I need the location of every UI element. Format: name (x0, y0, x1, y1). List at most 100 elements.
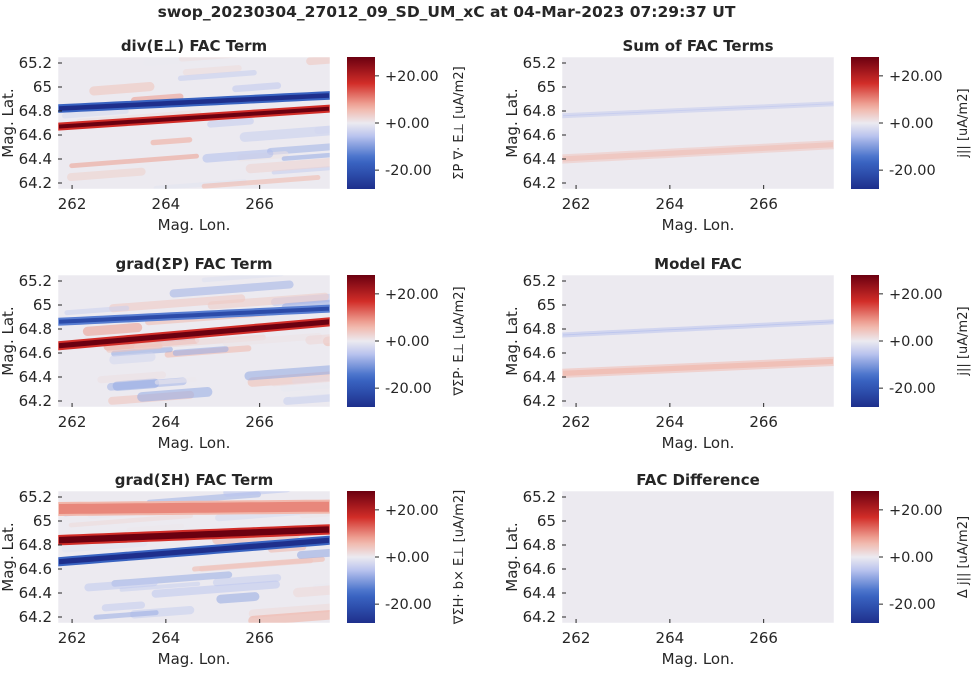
colorbar-tick-label: +0.00 (385, 550, 429, 566)
colorbar-label: Δ j|| [uA/m2] (956, 516, 971, 598)
colorbar-tick-label: -20.00 (385, 597, 432, 613)
heatmap-field (562, 101, 834, 164)
heatmap-band (562, 139, 834, 164)
heatmap-streak (109, 352, 156, 365)
x-tick-label: 264 (152, 629, 181, 647)
heatmap-streak (182, 65, 242, 76)
x-tick-label: 264 (152, 413, 181, 431)
y-axis-label: Mag. Lat. (503, 88, 521, 157)
colorbar-label: j|| [uA/m2] (956, 88, 971, 158)
y-tick-label: 64.2 (19, 608, 52, 626)
colorbar-tick-label: +20.00 (889, 69, 943, 85)
axes-frame (561, 56, 835, 190)
colorbar-tick-label: -20.00 (889, 597, 936, 613)
colorbar-tick-label: +20.00 (385, 287, 439, 303)
heatmap-field (562, 319, 834, 379)
heatmap-band (58, 499, 330, 517)
axes-frame (561, 274, 835, 408)
colorbar-tick-label: +0.00 (889, 550, 933, 566)
subplot-title: FAC Difference (636, 471, 760, 489)
heatmap-streak (306, 57, 330, 66)
y-tick-label: 64.6 (523, 126, 556, 144)
axes-frame (561, 490, 835, 624)
colorbar-tick-label: +0.00 (385, 334, 429, 350)
heatmap-streak (61, 108, 129, 119)
heatmap-streak (137, 387, 213, 402)
heatmap-streak (154, 377, 197, 385)
heatmap-streak (201, 275, 284, 283)
heatmap-streak (239, 125, 330, 142)
heatmap-streak (177, 69, 257, 82)
heatmap-streak (267, 143, 330, 155)
heatmap-streak (89, 82, 155, 96)
y-tick-label: 64.8 (19, 102, 52, 120)
colorbar-tick-label: -20.00 (889, 163, 936, 179)
y-tick-label: 64.2 (523, 174, 556, 192)
heatmap-band (562, 356, 834, 379)
heatmap-streak (248, 609, 330, 623)
heatmap-streak (131, 93, 184, 104)
y-tick-label: 65 (33, 78, 52, 96)
y-axis-label: Mag. Lat. (503, 306, 521, 375)
x-axis-label: Mag. Lon. (662, 434, 735, 452)
x-axis-label: Mag. Lon. (662, 650, 735, 668)
y-tick-label: 65 (537, 296, 556, 314)
heatmap-streak (151, 580, 280, 598)
colorbar-label: ∇ΣH· b× E⊥ [uA/m2] (452, 490, 467, 626)
heatmap-streak (111, 346, 173, 357)
heatmap-streak (223, 491, 291, 497)
subplot-5: grad(ΣH) FAC Term 262 264 266 Mag. Lon. 64.2 6… (0, 471, 467, 668)
colorbar-label: ∇ΣP· E⊥ [uA/m2] (452, 286, 467, 396)
heatmap-streak (305, 334, 330, 345)
y-tick-label: 64.8 (523, 320, 556, 338)
colorbar (851, 491, 879, 623)
heatmap-streak (292, 585, 330, 598)
colorbar-label: ΣP ∇· E⊥ [uA/m2] (452, 66, 467, 179)
heatmap-band (58, 104, 330, 131)
y-tick-label: 65 (537, 512, 556, 530)
y-tick-label: 65 (537, 78, 556, 96)
heatmap-streak (194, 332, 234, 344)
heatmap-streak (202, 149, 274, 163)
y-tick-label: 65.2 (523, 54, 556, 72)
colorbar-tick-label: +20.00 (889, 287, 943, 303)
x-tick-label: 264 (152, 195, 181, 213)
y-tick-label: 64.6 (19, 126, 52, 144)
x-tick-label: 262 (58, 413, 87, 431)
y-tick-label: 64.6 (523, 560, 556, 578)
subplot-title: Sum of FAC Terms (622, 37, 773, 55)
y-tick-label: 64.8 (523, 102, 556, 120)
y-tick-label: 64.6 (523, 344, 556, 362)
heatmap-streak (101, 601, 146, 612)
subplot-2: Sum of FAC Terms 262 264 266 Mag. Lon. 64.2 64… (503, 37, 971, 234)
heatmap-field (58, 57, 330, 189)
heatmap-streak (126, 523, 185, 534)
x-axis-label: Mag. Lon. (662, 216, 735, 234)
heatmap-band (58, 304, 330, 326)
y-tick-label: 64.4 (523, 368, 556, 386)
subplot-title: grad(ΣP) FAC Term (116, 255, 273, 273)
heatmap-streak (248, 603, 330, 618)
x-tick-label: 262 (58, 195, 87, 213)
heatmap-field (58, 275, 330, 405)
y-tick-label: 65.2 (523, 272, 556, 290)
heatmap-streak (82, 322, 143, 337)
heatmap-streak (199, 558, 314, 572)
y-tick-label: 64.2 (19, 392, 52, 410)
axes-frame (57, 274, 331, 408)
x-tick-label: 264 (656, 629, 685, 647)
heatmap-streak (212, 574, 282, 587)
colorbar (851, 275, 879, 407)
subplot-3: grad(ΣP) FAC Term 262 264 266 Mag. Lon. 64.2 6… (0, 255, 467, 452)
heatmap-streak (97, 371, 167, 384)
heatmap-streak (150, 137, 193, 146)
subplot-1: div(E⊥) FAC Term 262 264 266 Mag. Lon. 64.2 64… (0, 37, 467, 234)
colorbar-tick-label: +20.00 (889, 503, 943, 519)
x-tick-label: 266 (245, 413, 274, 431)
heatmap-streak (281, 152, 330, 161)
heatmap-streak (283, 393, 330, 405)
heatmap-band (562, 319, 834, 338)
colorbar (347, 57, 375, 189)
heatmap-streak (112, 378, 160, 391)
